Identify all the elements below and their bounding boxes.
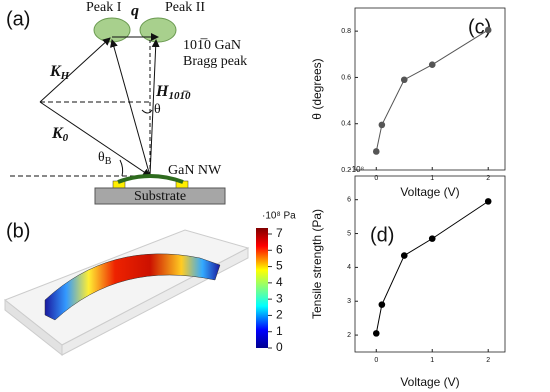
panel-label: (c) bbox=[468, 16, 491, 38]
x-tick-label: 0 bbox=[374, 175, 378, 182]
panel-label: (a) bbox=[6, 8, 30, 30]
data-point bbox=[378, 121, 386, 129]
data-point bbox=[400, 252, 408, 259]
y-tick-label: 4 bbox=[347, 264, 351, 271]
angle-arc bbox=[141, 109, 153, 114]
slab bbox=[4, 229, 250, 346]
panel-a: (a) Peak I q Peak II 101̅0 GaN Bragg pea… bbox=[6, 0, 247, 205]
y-tick-label: 6 bbox=[347, 197, 351, 204]
substrate-label: Substrate bbox=[134, 189, 186, 204]
arrow bbox=[110, 39, 151, 177]
data-point bbox=[484, 26, 492, 34]
data-point bbox=[428, 235, 436, 242]
colorbar-label: ·10⁸ Pa bbox=[262, 211, 296, 222]
colorbar-tick-label: 3 bbox=[276, 291, 283, 305]
data-point bbox=[484, 198, 492, 205]
data-point bbox=[428, 61, 436, 68]
q-label: q bbox=[131, 3, 139, 20]
data-line bbox=[375, 29, 489, 152]
angle-label: θ bbox=[154, 102, 161, 117]
y-tick-label: 5 bbox=[347, 230, 351, 237]
y-tick-label: 0.8 bbox=[341, 28, 351, 35]
y-tick-label: 0.6 bbox=[341, 74, 351, 81]
colorbar-tick-label: 1 bbox=[276, 324, 283, 338]
colorbar-tick-label: 2 bbox=[276, 308, 283, 322]
y-multiplier: ·10⁸ bbox=[349, 165, 364, 174]
colorbar-tick-label: 4 bbox=[276, 275, 283, 289]
bragg-label: Bragg peak bbox=[183, 54, 247, 69]
colorbar bbox=[256, 228, 268, 348]
nanowire bbox=[117, 174, 184, 184]
bragg-label: 101̅0 GaN bbox=[183, 38, 241, 53]
data-line bbox=[375, 200, 489, 334]
x-tick-label: 1 bbox=[430, 357, 434, 364]
y-tick-label: 0.4 bbox=[341, 121, 351, 128]
x-tick-label: 2 bbox=[486, 357, 490, 364]
arrow bbox=[149, 39, 160, 177]
vector-label: H101̅0 bbox=[155, 83, 191, 102]
y-tick-label: 3 bbox=[347, 298, 351, 305]
panel-b: (b) ·10⁸ Pa 0 1 2 3 4 5 6 7 bbox=[4, 211, 296, 357]
panel-label: (b) bbox=[6, 220, 30, 242]
plot-frame bbox=[354, 7, 506, 171]
colorbar-tick-label: 7 bbox=[276, 226, 283, 240]
vector-label: K0 bbox=[51, 125, 69, 144]
y-tick-label: 2 bbox=[347, 332, 351, 339]
substrate bbox=[94, 187, 226, 205]
vector-label: KH bbox=[49, 63, 70, 82]
x-axis-label: Voltage (V) bbox=[400, 185, 459, 199]
panel-label: (d) bbox=[370, 224, 394, 246]
peak-label: Peak I bbox=[86, 0, 122, 15]
charts: 0 1 2 0.2 0.4 0.6 0.8 Voltage (V) θ (degrees) 0 1 2… bbox=[310, 7, 506, 389]
y-axis-label: Tensile strength (Pa) bbox=[310, 209, 324, 319]
data-point bbox=[378, 301, 386, 308]
angle-label: θB bbox=[98, 150, 112, 167]
angle-arc bbox=[119, 159, 124, 177]
colorbar-tick-label: 6 bbox=[276, 242, 283, 256]
data-point bbox=[372, 330, 380, 337]
nw-label: GaN NW bbox=[168, 163, 222, 178]
arrow bbox=[39, 37, 111, 103]
peak-label: Peak II bbox=[165, 0, 205, 15]
colorbar-tick-label: 5 bbox=[276, 259, 283, 273]
colorbar-tick-label: 0 bbox=[276, 340, 283, 354]
data-point bbox=[372, 148, 380, 155]
arrow bbox=[39, 101, 151, 177]
x-axis-label: Voltage (V) bbox=[400, 375, 459, 389]
plot-frame bbox=[354, 175, 506, 353]
data-point bbox=[400, 76, 408, 84]
x-tick-label: 1 bbox=[430, 175, 434, 182]
nanowire-render bbox=[44, 253, 221, 321]
peak bbox=[139, 17, 177, 43]
y-axis-label: θ (degrees) bbox=[310, 58, 324, 119]
x-tick-label: 0 bbox=[374, 357, 378, 364]
y-tick-label: 0.2 bbox=[341, 167, 351, 174]
peak bbox=[93, 17, 131, 43]
colorbar-ticks: 0 1 2 3 4 5 6 7 bbox=[268, 226, 283, 354]
x-tick-label: 2 bbox=[486, 175, 490, 182]
